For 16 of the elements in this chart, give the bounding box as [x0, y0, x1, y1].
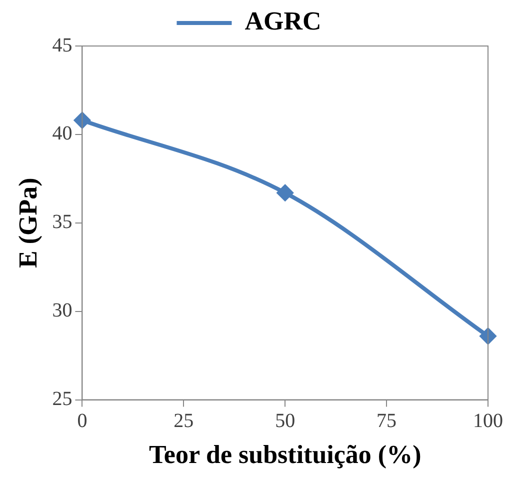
x-tick-label: 75	[376, 410, 397, 432]
y-axis-title: E (GPa)	[13, 178, 42, 268]
x-tick-label: 100	[473, 410, 503, 432]
y-tick-label: 25	[52, 388, 72, 410]
y-tick-label: 45	[52, 34, 72, 56]
point	[74, 112, 90, 128]
point	[277, 184, 294, 201]
x-tick-label: 25	[174, 410, 194, 432]
x-tick-label: 50	[275, 410, 296, 432]
y-tick-label: 40	[52, 122, 72, 145]
legend-label: AGRC	[244, 6, 322, 36]
x-axis-title: Teor de substituição (%)	[148, 440, 422, 470]
y-tick-label: 35	[52, 211, 72, 234]
x-tick-label: 0	[77, 410, 88, 432]
y-tick-label: 30	[52, 300, 72, 322]
point	[480, 328, 496, 344]
